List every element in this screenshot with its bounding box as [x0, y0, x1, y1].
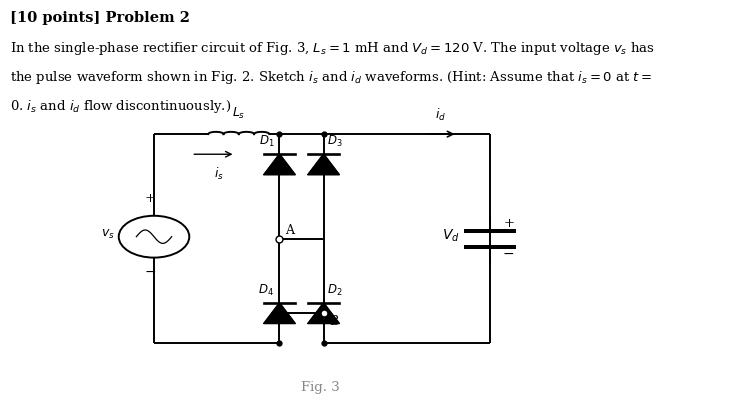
Text: B: B	[329, 315, 338, 328]
Text: −: −	[145, 265, 156, 279]
Polygon shape	[264, 303, 295, 324]
Text: 0. $i_s$ and $i_d$ flow discontinuously.): 0. $i_s$ and $i_d$ flow discontinuously.…	[10, 98, 231, 115]
Text: $D_3$: $D_3$	[327, 134, 342, 149]
Text: $D_2$: $D_2$	[327, 283, 342, 298]
Text: $V_d$: $V_d$	[442, 227, 460, 244]
Text: Fig. 3: Fig. 3	[301, 381, 339, 394]
Polygon shape	[308, 154, 339, 175]
Text: $D_4$: $D_4$	[258, 283, 274, 298]
Text: [10 points] Problem 2: [10 points] Problem 2	[10, 11, 189, 26]
Text: $i_s$: $i_s$	[213, 166, 223, 181]
Text: −: −	[503, 247, 514, 261]
Text: In the single-phase rectifier circuit of Fig. 3, $L_s = 1$ mH and $V_d = 120$ V.: In the single-phase rectifier circuit of…	[10, 40, 654, 57]
Text: $v_s$: $v_s$	[101, 228, 115, 241]
Text: $D_1$: $D_1$	[258, 134, 274, 149]
Text: +: +	[145, 192, 156, 205]
Polygon shape	[264, 154, 295, 175]
Text: $L_s$: $L_s$	[232, 106, 246, 121]
Polygon shape	[308, 303, 339, 324]
Text: +: +	[503, 217, 514, 230]
Text: A: A	[285, 224, 294, 237]
Text: $i_d$: $i_d$	[435, 107, 446, 123]
Text: the pulse waveform shown in Fig. 2. Sketch $i_s$ and $i_d$ waveforms. (Hint: Ass: the pulse waveform shown in Fig. 2. Sket…	[10, 69, 652, 86]
